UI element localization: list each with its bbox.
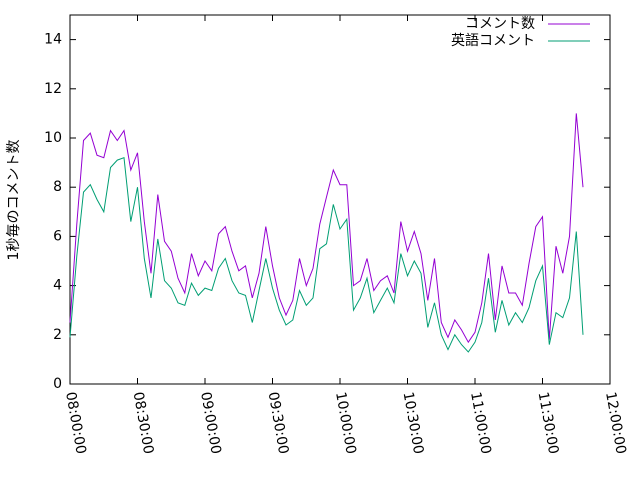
y-tick-label: 0: [53, 376, 62, 392]
x-tick-label: 08:00:00: [62, 391, 89, 456]
y-tick-label: 10: [44, 130, 62, 146]
x-tick-label: 12:00:00: [602, 391, 629, 456]
x-tick-label: 10:30:00: [400, 391, 427, 456]
x-tick-label: 11:00:00: [467, 391, 494, 456]
y-tick-label: 4: [53, 278, 62, 294]
x-tick-label: 11:30:00: [535, 391, 562, 456]
y-axis-label: 1秒毎のコメント数: [6, 140, 22, 261]
x-tick-label: 10:00:00: [332, 391, 359, 456]
legend-label: コメント数: [465, 16, 535, 32]
data-line: [69, 113, 584, 344]
x-tick-label: 09:00:00: [197, 391, 224, 456]
legend-label: 英語コメント: [451, 32, 535, 49]
x-tick-label: 09:30:00: [265, 391, 292, 456]
plot-border: [69, 14, 611, 385]
y-tick-label: 2: [53, 327, 62, 343]
x-tick-label: 08:30:00: [130, 391, 157, 456]
y-tick-label: 12: [44, 81, 62, 97]
y-tick-label: 8: [53, 179, 62, 195]
data-line: [69, 157, 584, 353]
y-tick-label: 6: [53, 228, 62, 244]
y-tick-label: 14: [44, 32, 62, 48]
